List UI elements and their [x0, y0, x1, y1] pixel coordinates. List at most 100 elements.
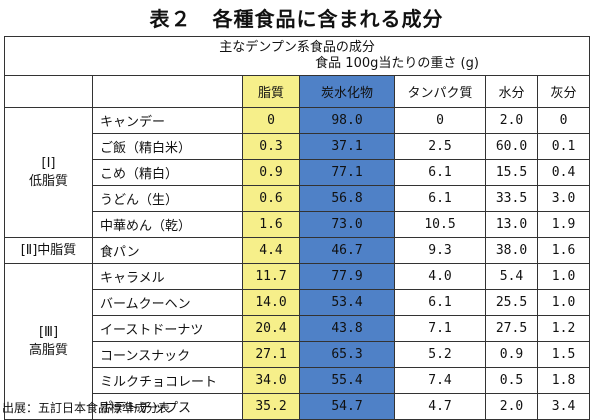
ash-value-cell: 0.1 — [536, 133, 591, 160]
protein-value-cell: 6.1 — [394, 185, 486, 212]
fat-value-cell: 27.1 — [242, 341, 300, 368]
food-name-cell: コーンスナック — [92, 341, 243, 368]
carb-value-cell: 46.7 — [299, 237, 395, 264]
table-caption: 主なデンプン系食品の成分 食品 100g当たりの重さ (g) — [3, 36, 591, 76]
fat-value-cell: 11.7 — [242, 263, 300, 290]
water-value-cell: 2.0 — [485, 393, 538, 420]
group-label-name: 高脂質 — [28, 342, 68, 358]
food-name-cell: うどん（生） — [92, 185, 243, 212]
carb-value-cell: 37.1 — [299, 133, 395, 160]
protein-value-cell: 9.3 — [394, 237, 486, 264]
fat-value-cell: 0.6 — [242, 185, 300, 212]
blank-header-cell — [4, 75, 93, 108]
ash-value-cell: 1.0 — [536, 289, 591, 316]
water-value-cell: 13.0 — [485, 211, 538, 238]
table-row: ご飯（精白米） 0.3 37.1 2.5 60.0 0.1 — [5, 133, 591, 160]
fat-value-cell: 0 — [242, 107, 300, 134]
table-row: [Ⅰ] 低脂質 キャンデー 0 98.0 0 2.0 0 — [4, 107, 591, 238]
fat-value-cell: 4.4 — [242, 237, 300, 264]
food-name-cell: イーストドーナツ — [92, 315, 243, 342]
food-name-cell: バームクーヘン — [92, 289, 243, 316]
group-label-code: [Ⅲ] — [38, 324, 59, 340]
table-row: イーストドーナツ 20.4 43.8 7.1 27.5 1.2 — [5, 315, 591, 342]
protein-value-cell: 4.7 — [394, 393, 486, 420]
group-label: [Ⅱ]中脂質 — [4, 237, 93, 264]
group-label-code: [Ⅰ] — [41, 155, 56, 171]
ash-value-cell: 1.0 — [536, 263, 591, 290]
ash-value-cell: 0 — [536, 107, 591, 134]
table-row: ミルクチョコレート 34.0 55.4 7.4 0.5 1.8 — [5, 367, 591, 394]
water-value-cell: 0.5 — [485, 367, 538, 394]
protein-value-cell: 7.4 — [394, 367, 486, 394]
table-caption-row: 主なデンプン系食品の成分 食品 100g当たりの重さ (g) — [3, 36, 591, 76]
food-name-cell: キャンデー — [92, 107, 243, 134]
carb-value-cell: 73.0 — [299, 211, 395, 238]
ash-value-cell: 1.2 — [536, 315, 591, 342]
carb-value-cell: 77.1 — [299, 159, 395, 186]
blank-header-cell — [92, 75, 243, 108]
water-value-cell: 60.0 — [485, 133, 538, 160]
water-value-cell: 33.5 — [485, 185, 538, 212]
carb-value-cell: 98.0 — [299, 107, 395, 134]
fat-value-cell: 1.6 — [242, 211, 300, 238]
protein-value-cell: 0 — [394, 107, 486, 134]
group-label-code: [Ⅱ]中脂質 — [20, 242, 77, 258]
carb-value-cell: 56.8 — [299, 185, 395, 212]
column-header-carbohydrate: 炭水化物 — [299, 75, 395, 108]
fat-value-cell: 34.0 — [242, 367, 300, 394]
table-row: [Ⅱ]中脂質 食パン 4.4 46.7 9.3 38.0 1.6 — [4, 237, 591, 264]
fat-value-cell: 35.2 — [242, 393, 300, 420]
food-name-cell: ポテトチップス — [92, 393, 243, 420]
column-header-protein: タンパク質 — [394, 75, 486, 108]
caption-title: 主なデンプン系食品の成分 — [219, 40, 375, 55]
water-value-cell: 25.5 — [485, 289, 538, 316]
water-value-cell: 27.5 — [485, 315, 538, 342]
source-note: 出展：五訂日本食品標準成分表 — [2, 401, 171, 415]
ash-value-cell: 1.8 — [536, 367, 591, 394]
protein-value-cell: 10.5 — [394, 211, 486, 238]
ash-value-cell: 1.9 — [536, 211, 591, 238]
nutrition-table: 主なデンプン系食品の成分 食品 100g当たりの重さ (g) 脂質 炭水化物 タ… — [3, 36, 591, 420]
table-row: ポテトチップス 35.2 54.7 4.7 2.0 3.4 — [5, 393, 591, 420]
table-row: 中華めん（乾） 1.6 73.0 10.5 13.0 1.9 — [5, 211, 591, 238]
carb-value-cell: 53.4 — [299, 289, 395, 316]
table-row: うどん（生） 0.6 56.8 6.1 33.5 3.0 — [5, 185, 591, 212]
table-row: コーンスナック 27.1 65.3 5.2 0.9 1.5 — [5, 341, 591, 368]
table-row: こめ（精白） 0.9 77.1 6.1 15.5 0.4 — [5, 159, 591, 186]
fat-value-cell: 20.4 — [242, 315, 300, 342]
group-label: [Ⅰ] 低脂質 — [4, 107, 93, 238]
water-value-cell: 15.5 — [485, 159, 538, 186]
carb-value-cell: 77.9 — [299, 263, 395, 290]
column-header-row: 脂質 炭水化物 タンパク質 水分 灰分 — [4, 75, 591, 108]
water-value-cell: 5.4 — [485, 263, 538, 290]
protein-value-cell: 4.0 — [394, 263, 486, 290]
water-value-cell: 0.9 — [485, 341, 538, 368]
ash-value-cell: 0.4 — [536, 159, 591, 186]
food-name-cell: ミルクチョコレート — [92, 367, 243, 394]
fat-value-cell: 14.0 — [242, 289, 300, 316]
carb-value-cell: 54.7 — [299, 393, 395, 420]
food-name-cell: こめ（精白） — [92, 159, 243, 186]
ash-value-cell: 1.6 — [536, 237, 591, 264]
carb-value-cell: 55.4 — [299, 367, 395, 394]
column-header-water: 水分 — [485, 75, 538, 108]
carb-value-cell: 43.8 — [299, 315, 395, 342]
column-header-fat: 脂質 — [242, 75, 300, 108]
table-row: [Ⅲ] 高脂質 キャラメル 11.7 77.9 4.0 5.4 1.0 — [4, 263, 591, 420]
protein-value-cell: 7.1 — [394, 315, 486, 342]
carb-value-cell: 65.3 — [299, 341, 395, 368]
group-label: [Ⅲ] 高脂質 — [4, 263, 93, 420]
protein-value-cell: 6.1 — [394, 289, 486, 316]
food-name-cell: 中華めん（乾） — [92, 211, 243, 238]
water-value-cell: 38.0 — [485, 237, 538, 264]
caption-unit: 食品 100g当たりの重さ (g) — [315, 56, 479, 71]
water-value-cell: 2.0 — [485, 107, 538, 134]
column-header-ash: 灰分 — [536, 75, 591, 108]
ash-value-cell: 3.4 — [536, 393, 591, 420]
food-name-cell: キャラメル — [92, 263, 243, 290]
food-name-cell: 食パン — [92, 237, 243, 264]
table-row: バームクーヘン 14.0 53.4 6.1 25.5 1.0 — [5, 289, 591, 316]
ash-value-cell: 3.0 — [536, 185, 591, 212]
group-label-name: 低脂質 — [28, 173, 68, 189]
protein-value-cell: 6.1 — [394, 159, 486, 186]
